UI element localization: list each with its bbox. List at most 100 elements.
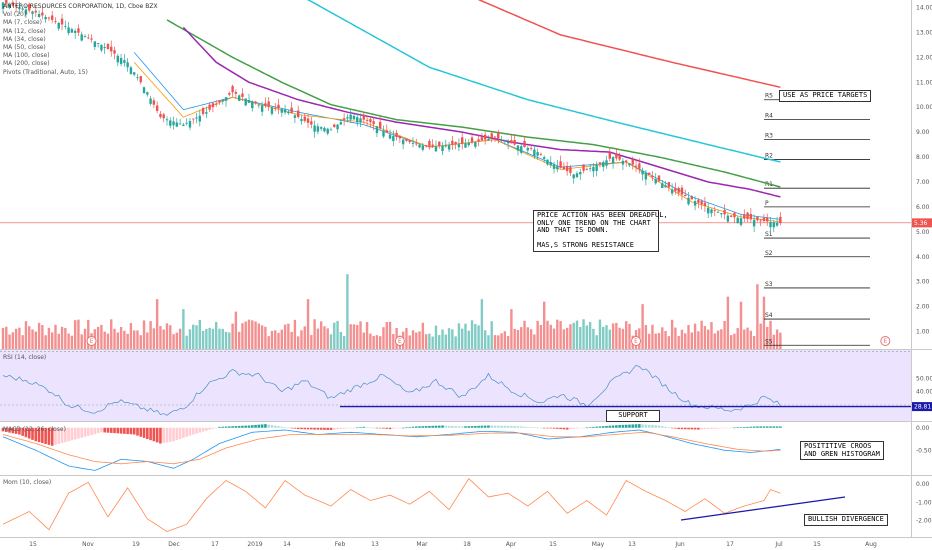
- macd-histogram-bar: [224, 426, 228, 428]
- macd-histogram-bar: [385, 427, 389, 429]
- rsi-last-value: 28.81: [914, 404, 931, 411]
- candle: [477, 139, 480, 142]
- candle: [474, 142, 477, 147]
- macd-histogram-bar: [11, 427, 15, 434]
- macd-histogram-bar: [1, 427, 5, 432]
- pivot-label-s1: S1: [765, 231, 773, 238]
- volume-bar: [654, 333, 657, 349]
- candle: [710, 209, 713, 214]
- macd-histogram-bar: [503, 425, 507, 428]
- volume-bar: [310, 334, 313, 349]
- macd-histogram-bar: [762, 426, 766, 428]
- macd-histogram-bar: [490, 425, 494, 428]
- volume-bar: [503, 331, 507, 349]
- candle: [198, 115, 201, 122]
- macd-histogram-bar: [483, 425, 487, 428]
- macd-histogram-bar: [310, 427, 313, 430]
- candle: [690, 195, 693, 200]
- candle: [346, 117, 349, 119]
- macd-histogram-bar: [247, 425, 251, 428]
- earnings-event-icon: [86, 336, 97, 346]
- volume-bar: [385, 322, 388, 349]
- candle: [674, 188, 677, 192]
- volume-bar: [103, 331, 106, 349]
- volume-bar: [37, 322, 41, 349]
- volume-bar: [231, 323, 234, 349]
- macd-histogram-bar: [506, 425, 510, 428]
- price-axis-tick: 4.00: [916, 254, 930, 261]
- macd-histogram-bar: [57, 427, 61, 444]
- macd-histogram-bar: [293, 427, 297, 429]
- candle: [369, 119, 372, 123]
- macd-histogram-bar: [306, 427, 310, 430]
- macd-histogram-bar: [523, 426, 526, 428]
- volume-bar: [283, 324, 287, 349]
- volume-bar: [73, 320, 77, 349]
- candle: [464, 143, 467, 148]
- macd-histogram-bar: [116, 427, 120, 434]
- volume-bar: [467, 330, 470, 349]
- volume-bar: [480, 299, 484, 349]
- candle: [306, 118, 310, 123]
- candle: [385, 130, 388, 133]
- ma-line: [477, 0, 781, 89]
- macd-histogram-bar: [690, 427, 694, 430]
- candle: [598, 162, 602, 164]
- volume-bar: [352, 324, 356, 349]
- macd-histogram-bar: [165, 427, 169, 443]
- candle: [759, 220, 762, 222]
- earnings-event-icon: [880, 336, 891, 346]
- candle: [287, 111, 290, 114]
- macd-histogram-bar: [706, 427, 710, 430]
- candle: [743, 214, 746, 219]
- momentum-axis-tick: -2.00: [916, 518, 932, 525]
- candle: [388, 134, 392, 139]
- last-price-value: 5.36: [914, 220, 928, 227]
- macd-histogram-bar: [152, 427, 156, 442]
- volume-bar: [749, 330, 753, 349]
- volume-bar: [44, 335, 47, 349]
- volume-bar: [110, 319, 113, 349]
- rsi-line: [2, 364, 781, 416]
- volume-bar: [198, 319, 201, 349]
- candle: [592, 167, 595, 172]
- volume-bar: [611, 323, 615, 349]
- macd-histogram-bar: [254, 424, 257, 428]
- macd-histogram-bar: [80, 427, 84, 438]
- candle: [96, 43, 100, 44]
- macd-histogram-bar: [34, 427, 38, 442]
- macd-histogram-bar: [146, 427, 149, 439]
- candle: [274, 107, 277, 109]
- candle: [667, 182, 671, 188]
- macd-histogram-bar: [244, 425, 248, 428]
- candle: [611, 157, 615, 163]
- candle: [365, 119, 369, 121]
- macd-histogram-bar: [168, 427, 172, 442]
- volume-bar: [34, 331, 37, 349]
- volume-bar: [316, 328, 320, 349]
- macd-histogram-bar: [700, 427, 703, 430]
- macd-histogram-bar: [54, 427, 57, 445]
- candle: [129, 67, 133, 74]
- candle: [136, 77, 139, 79]
- candle: [14, 4, 18, 7]
- volume-bar: [428, 333, 431, 349]
- macd-histogram-bar: [218, 426, 221, 428]
- candle: [342, 118, 346, 120]
- volume-bar: [77, 319, 80, 349]
- macd-histogram-bar: [565, 427, 569, 430]
- volume-bar: [677, 335, 680, 349]
- candle: [713, 210, 716, 211]
- price-axis-tick: 8.00: [916, 154, 930, 161]
- macd-histogram-bar: [536, 427, 539, 429]
- volume-bar: [674, 327, 677, 349]
- macd-histogram-bar: [608, 425, 612, 428]
- candle: [169, 120, 172, 126]
- volume-bar: [759, 323, 762, 349]
- candle: [733, 212, 736, 218]
- macd-histogram-bar: [742, 427, 746, 428]
- volume-bar: [165, 323, 169, 349]
- volume-bar: [162, 329, 165, 349]
- candle: [523, 140, 526, 148]
